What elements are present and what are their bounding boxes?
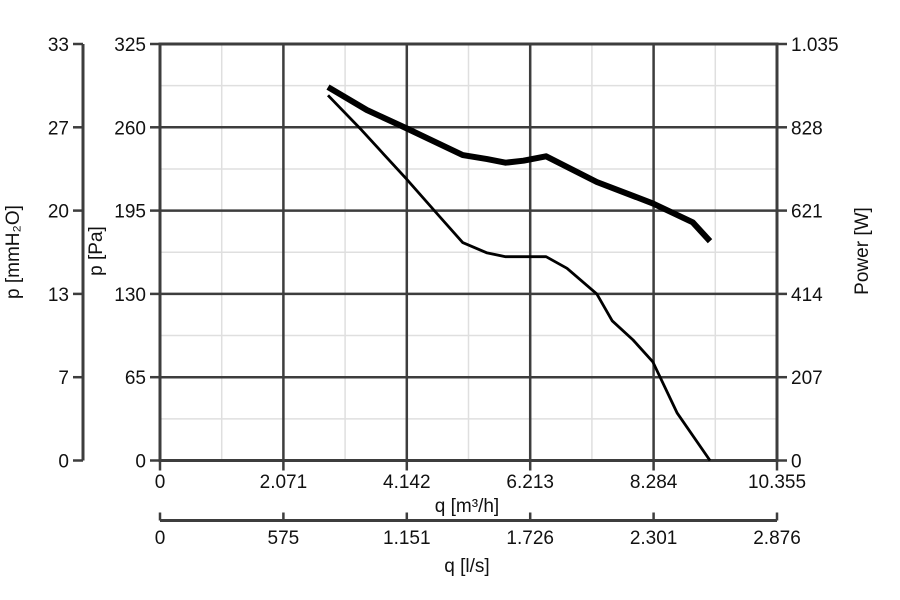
axis-title-power: Power [W]: [852, 207, 873, 295]
tick-label-mmh2o: 20: [48, 202, 69, 223]
tick-label-power: 414: [791, 285, 823, 306]
tick-label-power: 621: [791, 202, 823, 223]
tick-label-power: 0: [791, 452, 802, 473]
tick-label-pa: 260: [114, 118, 146, 139]
tick-label-power: 207: [791, 368, 823, 389]
tick-label-m3h: 10.355: [748, 472, 806, 493]
tick-label-pa: 65: [125, 368, 146, 389]
tick-label-mmh2o: 33: [48, 35, 69, 56]
power-curve: [326, 84, 713, 244]
plot-border: [158, 42, 779, 462]
tick-label-m3h: 8.284: [630, 472, 678, 493]
tick-label-pa: 0: [135, 452, 146, 473]
tick-label-mmh2o: 0: [58, 452, 69, 473]
tick-label-pa: 130: [114, 285, 146, 306]
tick-label-m3h: 6.213: [506, 472, 554, 493]
tick-label-mmh2o: 27: [48, 118, 69, 139]
tick-label-mmh2o: 7: [58, 368, 69, 389]
tick-label-power: 828: [791, 118, 823, 139]
tick-label-ls: 0: [155, 528, 166, 549]
tick-label-mmh2o: 13: [48, 285, 69, 306]
axis-title-mmh2o: p [mmH₂O]: [3, 205, 24, 299]
tick-label-ls: 575: [268, 528, 300, 549]
tick-label-ls: 2.301: [630, 528, 678, 549]
axis-title-m3h: q [m³/h]: [435, 496, 499, 517]
tick-label-m3h: 0: [155, 472, 166, 493]
tick-label-ls: 1.726: [506, 528, 554, 549]
tick-label-power: 1.035: [791, 35, 839, 56]
tick-label-pa: 325: [114, 35, 146, 56]
axis-title-ls: q [l/s]: [444, 556, 489, 577]
tick-label-m3h: 2.071: [260, 472, 308, 493]
axis-title-pa: p [Pa]: [86, 226, 107, 276]
pressure-curve: [326, 94, 712, 462]
tick-label-pa: 195: [114, 202, 146, 223]
tick-label-m3h: 4.142: [383, 472, 431, 493]
tick-label-ls: 2.876: [753, 528, 801, 549]
tick-label-ls: 1.151: [383, 528, 431, 549]
